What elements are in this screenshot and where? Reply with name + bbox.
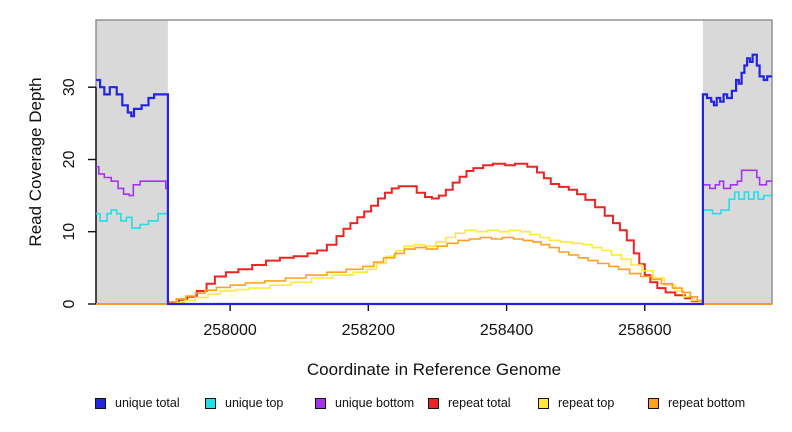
legend-swatch-repeat-top-icon xyxy=(538,397,549,409)
x-tick-label: 258200 xyxy=(342,322,395,339)
y-tick-label: 30 xyxy=(61,78,78,96)
legend-swatch-repeat-total-icon xyxy=(428,397,439,409)
x-axis-title: Coordinate in Reference Genome xyxy=(306,360,562,379)
y-axis-title: Read Coverage Depth xyxy=(26,77,45,247)
legend-swatch-unique-top-icon xyxy=(205,397,216,409)
shaded-region xyxy=(702,20,772,304)
legend-label: unique bottom xyxy=(335,396,415,410)
legend-label: repeat total xyxy=(448,396,511,410)
x-tick-label: 258400 xyxy=(480,322,533,339)
legend-label: repeat bottom xyxy=(668,396,746,410)
legend-item-unique-total: unique total xyxy=(95,396,180,410)
series-repeat-top xyxy=(96,229,772,305)
legend-label: unique top xyxy=(225,396,284,410)
legend-item-unique-top: unique top xyxy=(205,396,283,410)
legend-item-repeat-total: repeat total xyxy=(428,396,511,410)
legend-item-unique-bottom: unique bottom xyxy=(315,396,414,410)
y-tick-label: 0 xyxy=(61,299,78,308)
legend-swatch-repeat-bottom-icon xyxy=(648,397,659,409)
legend-item-repeat-top: repeat top xyxy=(538,396,614,410)
y-tick-label: 10 xyxy=(61,223,78,241)
y-tick-label: 20 xyxy=(61,151,78,169)
legend-label: unique total xyxy=(115,396,180,410)
shaded-region xyxy=(96,20,168,304)
legend: unique total unique top unique bottom re… xyxy=(0,396,792,416)
plot-box xyxy=(95,19,773,305)
legend-item-repeat-bottom: repeat bottom xyxy=(648,396,745,410)
legend-label: repeat top xyxy=(558,396,615,410)
legend-swatch-unique-total-icon xyxy=(95,397,106,409)
legend-swatch-unique-bottom-icon xyxy=(315,397,326,409)
series-unique-top xyxy=(96,191,772,305)
series-repeat-total xyxy=(96,162,772,305)
series-repeat-bottom xyxy=(96,236,772,305)
x-tick-label: 258000 xyxy=(203,322,256,339)
series-unique-total xyxy=(96,53,772,306)
x-tick-label: 258600 xyxy=(618,322,671,339)
